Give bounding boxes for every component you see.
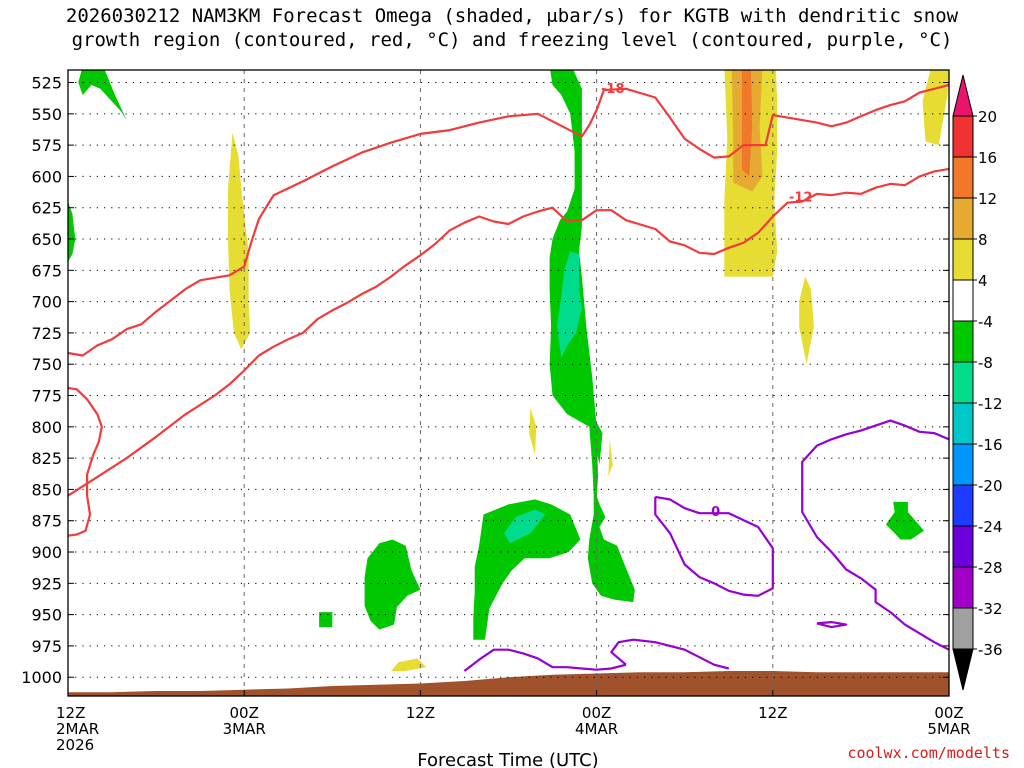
omega-region-1 bbox=[68, 201, 76, 262]
y-tick-label: 725 bbox=[31, 324, 62, 343]
x-tick-labels: 12Z 2MAR 2026 00Z 3MAR 12Z 00Z 4MAR 12Z 00Z 5MAR bbox=[56, 704, 971, 754]
y-tick-label: 800 bbox=[31, 418, 62, 437]
colorbar-bin bbox=[952, 197, 974, 240]
colorbar-label: 12 bbox=[978, 190, 997, 208]
contour-label: 0 bbox=[711, 505, 720, 520]
omega-shading bbox=[68, 70, 949, 671]
colorbar-label: -24 bbox=[978, 518, 1003, 536]
y-tick-label: 950 bbox=[31, 606, 62, 625]
contours bbox=[68, 83, 949, 672]
freezing-contour-3 bbox=[463, 648, 627, 672]
omega-region-4 bbox=[473, 499, 581, 640]
isotherm-contour-0 bbox=[68, 83, 949, 357]
omega-region-6 bbox=[319, 612, 333, 628]
omega-region-7 bbox=[885, 501, 924, 540]
freezing-contour-6 bbox=[801, 419, 949, 651]
freezing-contour-7 bbox=[816, 620, 848, 629]
colorbar-bin bbox=[952, 443, 974, 486]
omega-region-2 bbox=[549, 70, 635, 603]
omega-region-5 bbox=[364, 539, 421, 630]
colorbar-label: -32 bbox=[978, 600, 1003, 618]
freezing-contour-5 bbox=[654, 495, 774, 597]
colorbar-bin bbox=[952, 74, 974, 117]
colorbar-label: 8 bbox=[978, 231, 988, 249]
colorbar-bin bbox=[952, 320, 974, 363]
colorbar-bin bbox=[952, 361, 974, 404]
y-tick-label: 875 bbox=[31, 512, 62, 531]
omega-region-18 bbox=[742, 70, 753, 177]
colorbar-label: 4 bbox=[978, 272, 988, 290]
x-tick-label: 12Z bbox=[406, 704, 435, 722]
colorbar-bin bbox=[952, 525, 974, 568]
omega-region-10 bbox=[228, 132, 251, 350]
y-tick-label: 600 bbox=[31, 167, 62, 186]
y-tick-label: 675 bbox=[31, 261, 62, 280]
credit-text: coolwx.com/modelts bbox=[847, 744, 1010, 762]
colorbar-bin bbox=[952, 566, 974, 609]
x-tick-label: 00Z 5MAR bbox=[927, 704, 970, 738]
omega-region-12 bbox=[608, 439, 613, 477]
colorbar-bin bbox=[952, 115, 974, 158]
colorbar-bin bbox=[952, 279, 974, 322]
contour-label: -18 bbox=[601, 82, 625, 97]
y-tick-label: 900 bbox=[31, 543, 62, 562]
x-tick-label: 12Z bbox=[758, 704, 787, 722]
y-tick-label: 750 bbox=[31, 355, 62, 374]
y-tick-label: 825 bbox=[31, 449, 62, 468]
y-tick-label: 650 bbox=[31, 230, 62, 249]
y-tick-label: 625 bbox=[31, 199, 62, 218]
title-line-2: growth region (contoured, red, °C) and f… bbox=[71, 29, 953, 51]
omega-region-0 bbox=[78, 70, 127, 121]
contour-label: -12 bbox=[789, 191, 813, 206]
terrain-fill bbox=[68, 671, 949, 696]
colorbar-bin bbox=[952, 648, 974, 691]
chart-title: 2026030212 NAM3KM Forecast Omega (shaded… bbox=[0, 4, 1024, 52]
colorbar: 20 16 12 8 4 -4 -8 -12 -16 -20 -24 -28 -32 -36 bbox=[952, 74, 1003, 691]
colorbar-label: -20 bbox=[978, 477, 1003, 495]
y-tick-label: 525 bbox=[31, 74, 62, 93]
freezing-contour-4 bbox=[610, 638, 730, 670]
title-line-1: 2026030212 NAM3KM Forecast Omega (shaded… bbox=[65, 5, 959, 27]
colorbar-label: -28 bbox=[978, 559, 1003, 577]
colorbar-bin bbox=[952, 238, 974, 281]
isotherm-contour-1 bbox=[68, 167, 949, 497]
y-tick-label: 775 bbox=[31, 387, 62, 406]
x-axis-label: Forecast Time (UTC) bbox=[417, 750, 598, 768]
y-tick-label: 975 bbox=[31, 637, 62, 656]
y-tick-label: 850 bbox=[31, 480, 62, 499]
colorbar-bin bbox=[952, 402, 974, 445]
omega-region-8 bbox=[557, 251, 582, 358]
terrain bbox=[68, 671, 949, 696]
y-tick-label: 575 bbox=[31, 136, 62, 155]
colorbar-label: 20 bbox=[978, 108, 997, 126]
plot-frame bbox=[67, 69, 950, 697]
colorbar-label: 16 bbox=[978, 149, 997, 167]
colorbar-bin bbox=[952, 607, 974, 650]
colorbar-label: -16 bbox=[978, 436, 1003, 454]
colorbar-label: -36 bbox=[978, 641, 1003, 659]
colorbar-label: -4 bbox=[978, 313, 993, 331]
axis-ticks bbox=[67, 82, 950, 696]
y-tick-label: 550 bbox=[31, 105, 62, 124]
omega-region-13 bbox=[391, 658, 427, 671]
y-tick-label: 700 bbox=[31, 293, 62, 312]
y-tick-label: 1000 bbox=[21, 668, 62, 687]
colorbar-bin bbox=[952, 156, 974, 199]
x-tick-label: 00Z 4MAR bbox=[575, 704, 618, 738]
omega-region-15 bbox=[799, 276, 814, 365]
contour-labels: -18 -12 0 bbox=[601, 82, 812, 520]
colorbar-bin bbox=[952, 484, 974, 527]
omega-region-9 bbox=[504, 509, 546, 544]
grid bbox=[68, 70, 949, 696]
omega-region-16 bbox=[922, 70, 949, 146]
colorbar-label: -8 bbox=[978, 354, 993, 372]
x-tick-label: 00Z 3MAR bbox=[223, 704, 266, 738]
isotherm-contour-2 bbox=[68, 386, 103, 537]
omega-region-11 bbox=[529, 408, 537, 455]
y-tick-label: 925 bbox=[31, 574, 62, 593]
y-tick-labels: 525 550 575 600 625 650 675 700 725 750 775 800 825 8… bbox=[21, 74, 62, 688]
colorbar-label: -12 bbox=[978, 395, 1003, 413]
x-tick-label: 12Z 2MAR 2026 bbox=[56, 704, 99, 754]
